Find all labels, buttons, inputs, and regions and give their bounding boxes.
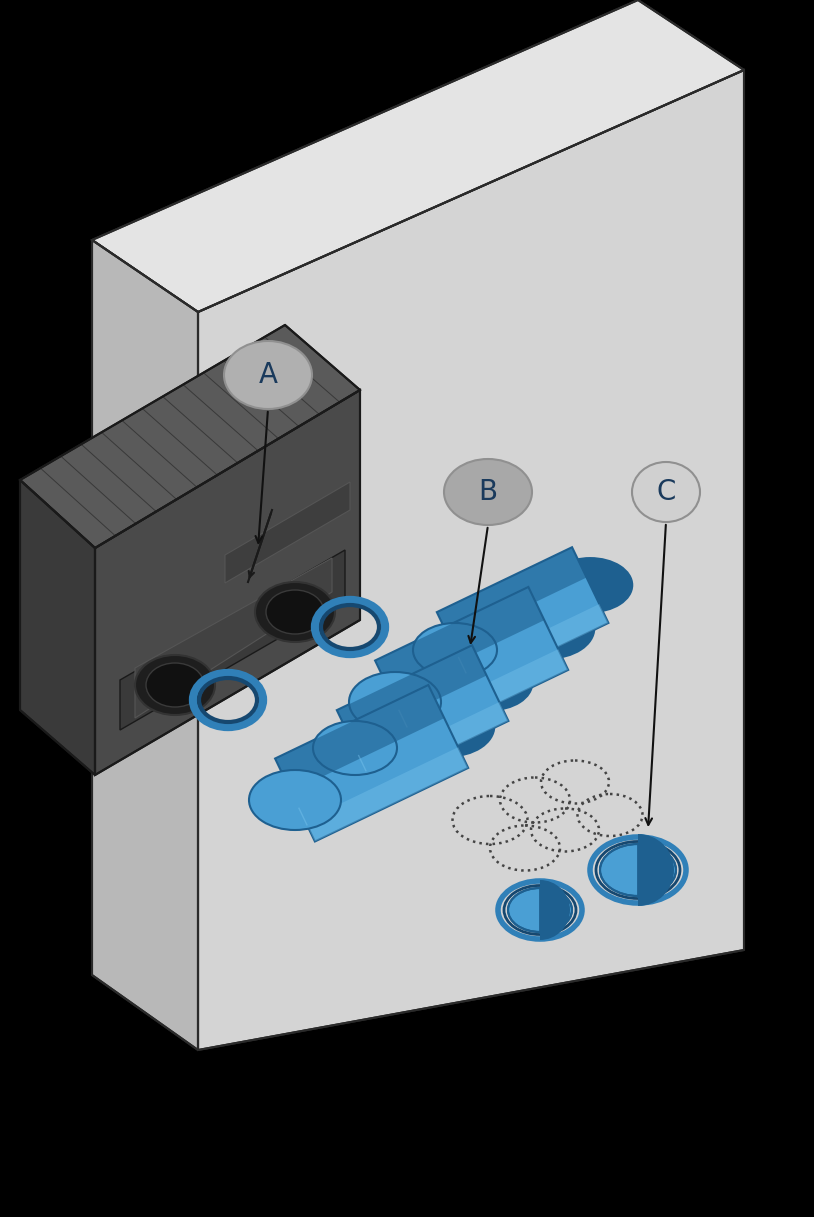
Polygon shape: [437, 548, 608, 688]
Ellipse shape: [255, 582, 335, 643]
Polygon shape: [437, 548, 587, 643]
Polygon shape: [464, 604, 608, 688]
Ellipse shape: [402, 696, 494, 757]
Ellipse shape: [349, 672, 441, 731]
Polygon shape: [20, 325, 360, 548]
Ellipse shape: [449, 656, 532, 710]
Ellipse shape: [600, 845, 676, 896]
Ellipse shape: [313, 720, 397, 775]
Ellipse shape: [135, 655, 215, 716]
Polygon shape: [405, 649, 568, 744]
Ellipse shape: [249, 770, 341, 830]
Ellipse shape: [548, 559, 632, 612]
Polygon shape: [20, 479, 95, 775]
Polygon shape: [92, 240, 198, 1050]
Wedge shape: [638, 834, 674, 905]
Polygon shape: [275, 685, 468, 841]
Ellipse shape: [502, 599, 594, 658]
Ellipse shape: [224, 341, 312, 409]
Polygon shape: [120, 550, 345, 730]
Ellipse shape: [266, 590, 324, 634]
Polygon shape: [275, 685, 444, 792]
Ellipse shape: [508, 888, 572, 932]
Text: A: A: [259, 361, 278, 389]
Polygon shape: [135, 559, 332, 718]
Polygon shape: [375, 587, 568, 744]
Wedge shape: [540, 880, 570, 940]
Polygon shape: [375, 587, 545, 694]
Polygon shape: [337, 645, 509, 786]
Ellipse shape: [444, 459, 532, 525]
Text: B: B: [479, 478, 497, 506]
Ellipse shape: [413, 623, 497, 677]
Polygon shape: [337, 645, 487, 740]
Polygon shape: [305, 747, 468, 841]
Ellipse shape: [632, 462, 700, 522]
Ellipse shape: [146, 663, 204, 707]
Text: C: C: [656, 478, 676, 506]
Polygon shape: [198, 71, 744, 1050]
Polygon shape: [364, 702, 509, 786]
Polygon shape: [92, 0, 744, 312]
Polygon shape: [225, 482, 350, 583]
Polygon shape: [95, 389, 360, 775]
